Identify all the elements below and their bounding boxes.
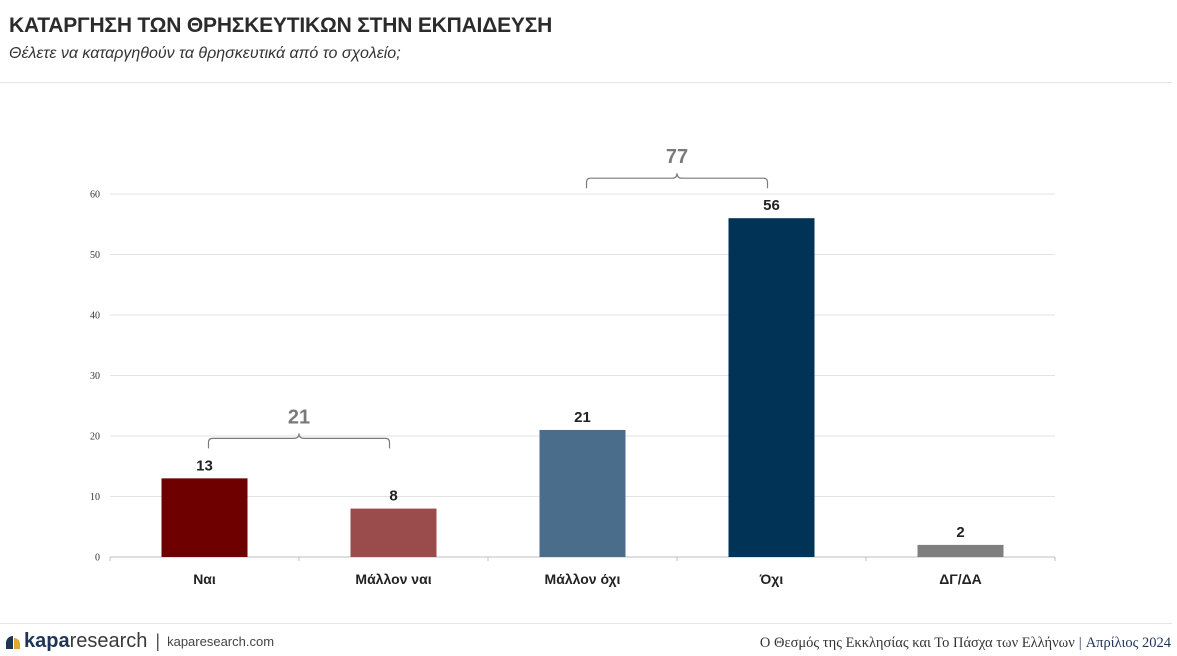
bar-1 xyxy=(161,478,248,557)
group-brace xyxy=(585,173,769,189)
footer-brand: kapa research | kaparesearch.com xyxy=(4,628,274,654)
y-tick-label: 30 xyxy=(90,371,100,382)
group-brace xyxy=(207,433,391,449)
bar-2 xyxy=(350,508,437,557)
footer-separator: | xyxy=(155,630,161,651)
category-label: Ναι xyxy=(193,571,216,587)
group-total-label: 21 xyxy=(288,406,310,428)
kapa-logo-icon xyxy=(6,636,20,649)
data-label: 21 xyxy=(574,409,591,426)
logo-research-text: research xyxy=(69,629,148,652)
data-label: 2 xyxy=(956,524,964,541)
header-divider xyxy=(0,82,1172,83)
y-tick-label: 20 xyxy=(90,432,100,443)
group-total-label: 77 xyxy=(666,146,688,168)
footer-website: kaparesearch.com xyxy=(167,633,275,649)
footer-survey-info: Ο Θεσμός της Εκκλησίας και Το Πάσχα των … xyxy=(760,635,1171,652)
page-title: ΚΑΤΑΡΓΗΣΗ ΤΩΝ ΘΡΗΣΚΕΥΤΙΚΩΝ ΣΤΗΝ ΕΚΠΑΙΔΕΥ… xyxy=(9,14,553,37)
y-tick-label: 0 xyxy=(95,553,100,564)
footer-date: Απρίλιος 2024 xyxy=(1085,635,1171,651)
data-label: 8 xyxy=(389,488,397,505)
footer-divider xyxy=(0,623,1172,624)
category-label: ΔΓ/ΔΑ xyxy=(939,571,982,587)
category-label: Μάλλον ναι xyxy=(355,571,431,587)
category-label: Μάλλον όχι xyxy=(545,571,621,587)
data-label: 13 xyxy=(196,457,213,474)
y-tick-label: 60 xyxy=(90,190,100,201)
y-tick-label: 10 xyxy=(90,492,100,503)
y-tick-label: 40 xyxy=(90,311,100,322)
bar-4 xyxy=(728,218,815,557)
category-label: Όχι xyxy=(759,571,784,587)
bar-3 xyxy=(539,429,626,557)
data-label: 56 xyxy=(763,197,780,214)
bar-chart: 0 10 20 30 40 50 60 13 Ναι 8 Μάλλον ναι 21 Μάλλον όχ… xyxy=(90,146,1056,587)
bar-5 xyxy=(917,544,1004,557)
y-tick-label: 50 xyxy=(90,250,100,261)
logo-kapa-text: kapa xyxy=(24,629,70,652)
footer-pipe: | xyxy=(1078,635,1082,651)
page-subtitle: Θέλετε να καταργηθούν τα θρησκευτικά από… xyxy=(9,45,401,62)
footer-survey-title: Ο Θεσμός της Εκκλησίας και Το Πάσχα των … xyxy=(759,635,1075,651)
